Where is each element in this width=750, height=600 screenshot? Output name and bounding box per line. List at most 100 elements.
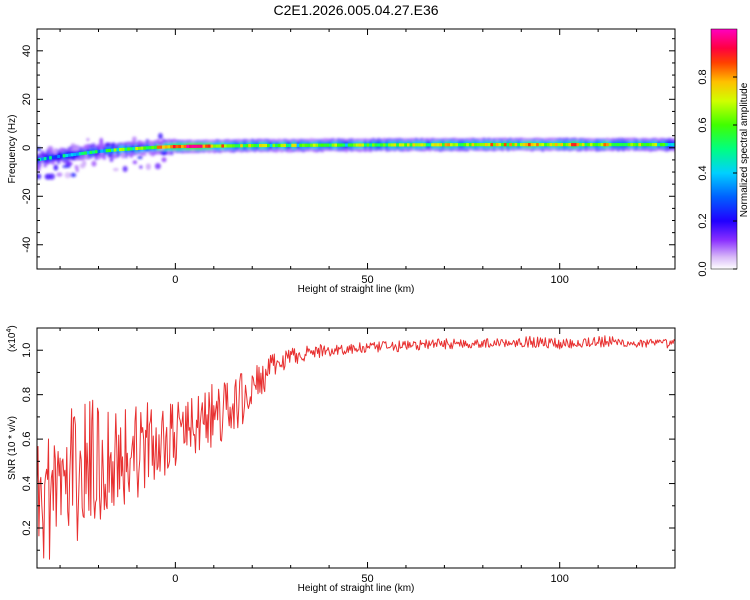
spectrogram-cell <box>302 143 305 147</box>
spectrogram-cell <box>554 143 558 147</box>
spectrogram-cell <box>584 143 588 147</box>
spectrogram-cell <box>194 144 198 148</box>
spectrogram-cell <box>280 143 284 148</box>
spectrogram-cell <box>549 143 553 147</box>
spectrogram-cell <box>46 156 50 160</box>
spectrogram-cell <box>267 143 270 148</box>
snr-y-tick-label: 0.8 <box>21 387 33 402</box>
spectrogram-blob <box>46 159 50 165</box>
spectrogram-cell <box>396 143 400 147</box>
spectrogram-cell <box>565 143 569 147</box>
spectrogram-cell <box>363 143 367 147</box>
spectrogram-cell <box>221 144 225 148</box>
spectrogram-cell <box>250 144 254 148</box>
spectrogram-cell <box>353 143 356 147</box>
spectrogram-cell <box>374 143 378 147</box>
spectrogram-blob <box>62 164 70 168</box>
spectrogram-cell <box>651 143 655 147</box>
spectrogram-cell <box>293 143 297 147</box>
spectrogram-marks <box>37 133 675 180</box>
spectrogram-cell <box>213 144 217 148</box>
spectrogram-cell <box>215 144 219 148</box>
spectrogram-cell <box>358 143 362 147</box>
snr-y-tick-label: 0.4 <box>21 476 33 491</box>
spectrogram-cell <box>108 148 112 153</box>
spectrogram-cell <box>423 143 426 147</box>
spectrogram-cell <box>525 143 529 147</box>
snr-x-tick-label: 0 <box>172 573 178 585</box>
spectrogram-cell <box>646 143 650 147</box>
spectrogram-cell <box>312 143 316 147</box>
spectrogram-cell <box>154 145 157 149</box>
spectrogram-cell <box>237 144 241 148</box>
spectrogram-cell <box>581 143 585 147</box>
spectrogram-cell <box>576 143 580 147</box>
spectrogram-cell <box>541 143 545 147</box>
spectrogram-cell <box>369 143 373 147</box>
spectrogram-cell <box>256 143 260 148</box>
colorbar-ticks: 0.0 0.2 0.4 0.6 0.8 <box>697 69 737 277</box>
spectrogram-blob <box>156 150 162 155</box>
spectrogram-blob <box>37 166 41 172</box>
spectrogram-blob <box>72 145 79 152</box>
spectrogram-cell <box>552 143 556 147</box>
spectrogram-cell <box>137 146 141 150</box>
spectrogram-y-axis-label: Frequency (Hz) <box>7 115 18 184</box>
spectrogram-cell <box>382 143 386 147</box>
spectrogram-cell <box>334 143 338 147</box>
spectrogram-cell <box>283 143 287 148</box>
spectrogram-blob <box>64 172 71 179</box>
spectrogram-cell <box>97 149 101 153</box>
spectrogram-cell <box>474 143 478 147</box>
spectrogram-y-tick-label: 20 <box>21 93 33 105</box>
spectrogram-cell <box>331 143 335 147</box>
spectrogram-y-tick-label: 0 <box>21 145 33 151</box>
spectrogram-cell <box>275 143 278 148</box>
spectrogram-blob <box>157 141 164 146</box>
colorbar: 0.0 0.2 0.4 0.6 0.8 Normalized spectral ampl… <box>697 28 750 277</box>
spectrogram-cell <box>189 144 192 148</box>
spectrogram-cell <box>624 143 628 147</box>
spectrogram-cell <box>307 143 311 147</box>
spectrogram-cell <box>310 143 313 147</box>
snr-plot-area <box>37 328 675 568</box>
spectrogram-cell <box>146 146 149 150</box>
spectrogram-cell <box>436 143 440 147</box>
spectrogram-cell <box>519 143 523 147</box>
spectrogram-x-tick-label: 50 <box>361 274 373 286</box>
spectrogram-cell <box>67 153 71 157</box>
spectrogram-cell <box>425 143 429 147</box>
spectrogram-cell <box>476 143 480 147</box>
spectrogram-cell <box>630 143 634 147</box>
spectrogram-blob <box>79 163 86 169</box>
spectrogram-cell <box>371 143 375 147</box>
spectrogram-cell <box>159 145 163 149</box>
spectrogram-cell <box>121 147 125 151</box>
spectrogram-cell <box>514 143 518 147</box>
spectrogram-cell <box>595 143 599 147</box>
spectrogram-blob <box>122 165 128 173</box>
spectrogram-y-tick-label: -40 <box>21 237 33 253</box>
spectrogram-blob <box>107 152 112 158</box>
spectrogram-cell <box>433 143 437 147</box>
spectrogram-blob <box>86 138 90 142</box>
spectrogram-cell <box>205 144 208 148</box>
spectrogram-x-tick-label: 100 <box>551 274 569 286</box>
spectrogram-cell <box>229 144 233 148</box>
spectrogram-blob <box>48 173 56 180</box>
spectrogram-cell <box>224 144 227 148</box>
spectrogram-cell <box>264 143 268 148</box>
spectrogram-cell <box>94 150 98 154</box>
spectrogram-cell <box>665 143 669 147</box>
spectrogram-cell <box>560 143 564 147</box>
spectrogram-cell <box>479 143 483 147</box>
spectrogram-cell <box>568 143 572 147</box>
snr-panel: 0 50 100 0.2 0.4 0.6 0.8 1.0 Height of straight… <box>6 325 676 594</box>
spectrogram-cell <box>102 149 106 153</box>
spectrogram-cell <box>487 143 491 147</box>
spectrogram-cell <box>178 144 182 149</box>
spectrogram-cell <box>501 143 504 147</box>
spectrogram-cell <box>323 143 327 147</box>
spectrogram-cell <box>175 144 179 149</box>
spectrogram-blob <box>137 155 143 160</box>
